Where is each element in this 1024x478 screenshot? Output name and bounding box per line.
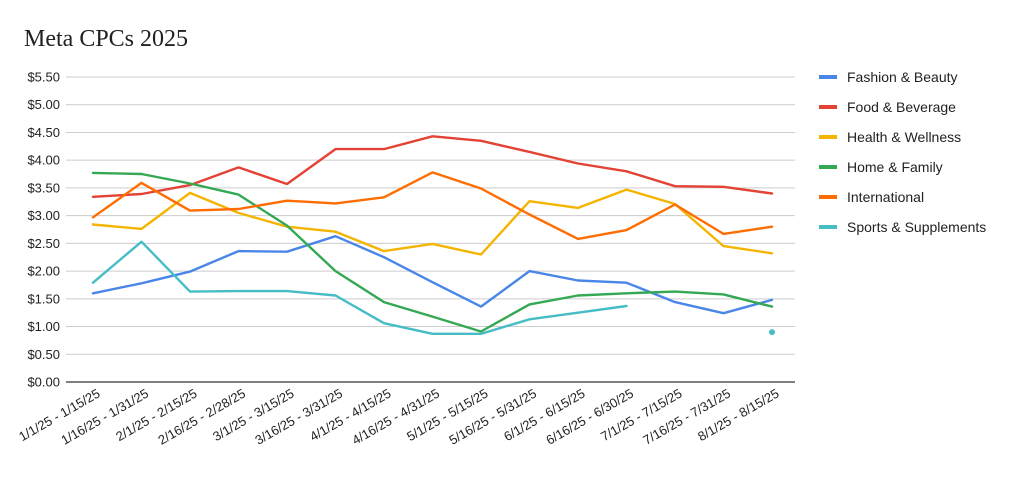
series-line	[91, 171, 774, 333]
y-tick-label: $4.00	[27, 153, 60, 168]
legend-label: Home & Family	[847, 159, 943, 175]
legend-swatch	[819, 225, 837, 229]
series-line	[91, 171, 774, 241]
series-line	[91, 240, 628, 335]
chart-title: Meta CPCs 2025	[24, 26, 188, 52]
y-tick-label: $5.50	[27, 70, 60, 85]
series-home-family	[91, 171, 774, 333]
legend-item-food-beverage: Food & Beverage	[819, 99, 956, 115]
legend-item-fashion-beauty: Fashion & Beauty	[819, 69, 958, 85]
y-tick-label: $1.00	[27, 319, 60, 334]
y-axis-ticks: $0.00 $0.50 $1.00 $1.50 $2.00 $2.50 $3.00 $3.50…	[27, 70, 60, 390]
y-tick-label: $0.00	[27, 375, 60, 390]
series-lines	[91, 135, 775, 336]
y-tick-label: $2.50	[27, 236, 60, 251]
series-line	[91, 188, 774, 256]
series-line	[91, 234, 774, 315]
x-axis-ticks: 1/1/25 - 1/15/251/16/25 - 1/31/252/1/25 …	[16, 386, 781, 448]
legend-item-health-wellness: Health & Wellness	[819, 129, 961, 145]
y-tick-label: $4.50	[27, 125, 60, 140]
legend-label: Sports & Supplements	[847, 219, 986, 235]
series-food-beverage	[91, 135, 774, 199]
legend-swatch	[819, 75, 837, 79]
y-tick-label: $0.50	[27, 347, 60, 362]
legend-label: Health & Wellness	[847, 129, 961, 145]
legend-item-international: International	[819, 189, 924, 205]
data-point	[769, 329, 775, 336]
legend-item-home-family: Home & Family	[819, 159, 943, 175]
legend-label: Fashion & Beauty	[847, 69, 958, 85]
legend-label: Food & Beverage	[847, 99, 956, 115]
y-tick-label: $5.00	[27, 97, 60, 112]
legend-item-sports-supplements: Sports & Supplements	[819, 219, 986, 235]
y-tick-label: $2.00	[27, 264, 60, 279]
x-tick-label: 8/1/25 - 8/15/25	[695, 386, 781, 445]
series-international	[91, 171, 774, 241]
legend-swatch	[819, 105, 837, 109]
gridlines	[66, 76, 795, 355]
legend-label: International	[847, 189, 924, 205]
legend-swatch	[819, 195, 837, 199]
legend: Fashion & Beauty Food & Beverage Health & …	[819, 69, 986, 235]
y-tick-label: $1.50	[27, 291, 60, 306]
legend-swatch	[819, 165, 837, 169]
legend-swatch	[819, 135, 837, 139]
series-fashion-beauty	[91, 234, 774, 315]
y-tick-label: $3.50	[27, 180, 60, 195]
series-health-wellness	[91, 188, 774, 256]
y-tick-label: $3.00	[27, 208, 60, 223]
series-line	[91, 135, 774, 199]
series-sports-supplements	[91, 240, 775, 336]
